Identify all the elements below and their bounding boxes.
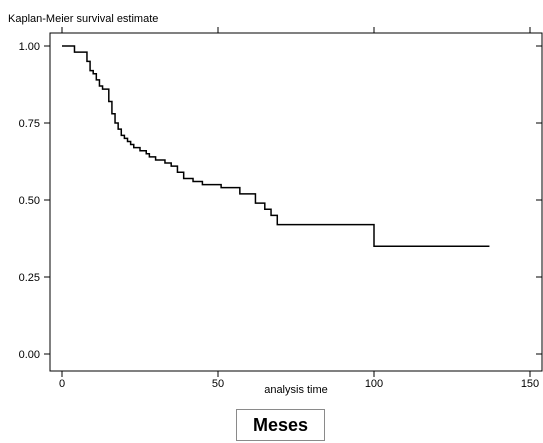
chart-title: Kaplan-Meier survival estimate — [8, 13, 158, 25]
y-tick-label-1: 0.25 — [19, 272, 40, 284]
y-tick-label-4: 1.00 — [19, 41, 40, 53]
axes-layer: 0.00 0.25 0.50 0.75 1.00 0 50 100 150 — [19, 27, 542, 390]
x-tick-label-0: 0 — [59, 378, 65, 390]
x-tick-label-1: 50 — [212, 378, 224, 390]
y-tick-label-2: 0.50 — [19, 195, 40, 207]
x-tick-label-2: 100 — [365, 378, 383, 390]
caption-label: Meses — [252, 414, 309, 435]
y-tick-label-3: 0.75 — [19, 118, 40, 130]
km-chart: Kaplan-Meier survival estimate 0.000.250… — [8, 13, 543, 396]
y-tick-label-0: 0.00 — [19, 349, 40, 361]
plot-frame — [49, 32, 543, 372]
x-tick-label-3: 150 — [521, 378, 539, 390]
survival-curve — [62, 45, 490, 247]
caption-box: Meses — [236, 409, 325, 441]
x-axis-label: analysis time — [264, 384, 328, 396]
